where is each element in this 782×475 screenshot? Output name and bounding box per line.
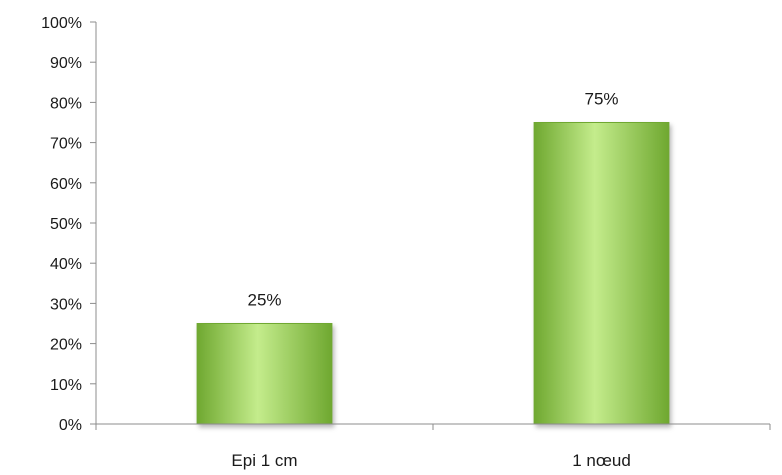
labels-group: 25% Epi 1 cm 75% 1 nœud 0% 10% 20% 30% 40% 50% 60%… [41, 15, 631, 470]
axes-group [90, 21, 771, 430]
y-tick-label-7: 70% [50, 136, 82, 153]
bar-1 [533, 122, 670, 425]
y-tick-label-9: 90% [50, 55, 82, 72]
y-tick-label-0: 0% [59, 417, 82, 434]
y-tick-label-10: 100% [41, 15, 82, 32]
y-tick-label-5: 50% [50, 216, 82, 233]
data-label-0: 25% [247, 291, 281, 310]
bar-0 [196, 323, 333, 425]
x-tick-label-1: 1 nœud [572, 451, 631, 470]
data-label-1: 75% [584, 90, 618, 109]
y-tick-label-4: 40% [50, 256, 82, 273]
y-tick-label-1: 10% [50, 377, 82, 394]
bars-group [196, 122, 670, 425]
x-tick-label-0: Epi 1 cm [231, 451, 297, 470]
y-tick-label-8: 80% [50, 95, 82, 112]
y-tick-label-6: 60% [50, 176, 82, 193]
y-tick-label-3: 30% [50, 296, 82, 313]
y-tick-label-2: 20% [50, 337, 82, 354]
